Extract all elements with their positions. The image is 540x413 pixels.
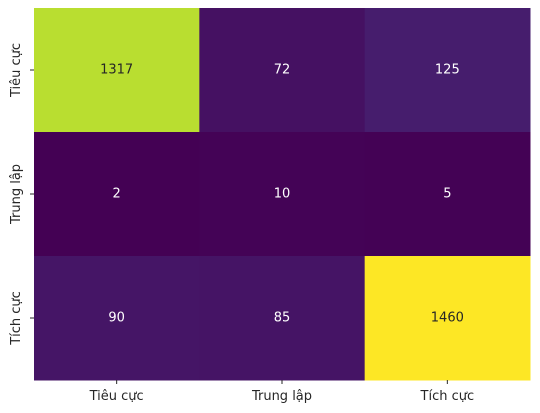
heatmap-annotations: 1317 72 125 2 10 5 90 85 1460 <box>100 63 464 326</box>
heatmap-cell-1-0 <box>34 132 200 257</box>
cell-value-label-0-2: 125 <box>435 63 460 78</box>
x-tick-label-0: Tiêu cực <box>89 389 144 404</box>
heatmap-cell-0-1 <box>199 8 366 133</box>
heatmap-cell-2-2 <box>364 256 531 381</box>
heatmap-cell-0-2 <box>364 8 531 133</box>
cell-value-label-2-2: 1460 <box>431 311 464 326</box>
cell-value-label-0-1: 72 <box>274 63 291 78</box>
cell-value-label-2-0: 90 <box>108 311 125 326</box>
x-tick-label-2: Tích cực <box>420 389 475 404</box>
cell-value-label-0-0: 1317 <box>100 63 133 78</box>
x-axis: Tiêu cực Trung lập Tích cực <box>89 380 475 404</box>
y-tick-label-2: Tích cực <box>9 291 24 346</box>
x-tick-label-1: Trung lập <box>251 389 312 404</box>
cell-value-label-2-1: 85 <box>274 311 291 326</box>
heatmap-cell-1-1 <box>199 132 366 257</box>
heatmap-cell-2-0 <box>34 256 200 381</box>
cell-value-label-1-2: 5 <box>443 187 451 202</box>
heatmap-cell-1-2 <box>364 132 531 257</box>
y-tick-label-0: Tiêu cực <box>9 43 24 98</box>
y-axis: Tiêu cực Trung lập Tích cực <box>9 43 34 346</box>
cell-value-label-1-1: 10 <box>274 187 291 202</box>
heatmap-cell-2-1 <box>199 256 366 381</box>
heatmap-cell-0-0 <box>34 8 200 133</box>
heatmap-cells <box>34 8 531 381</box>
cell-value-label-1-0: 2 <box>113 187 121 202</box>
y-tick-label-1: Trung lập <box>9 164 24 225</box>
